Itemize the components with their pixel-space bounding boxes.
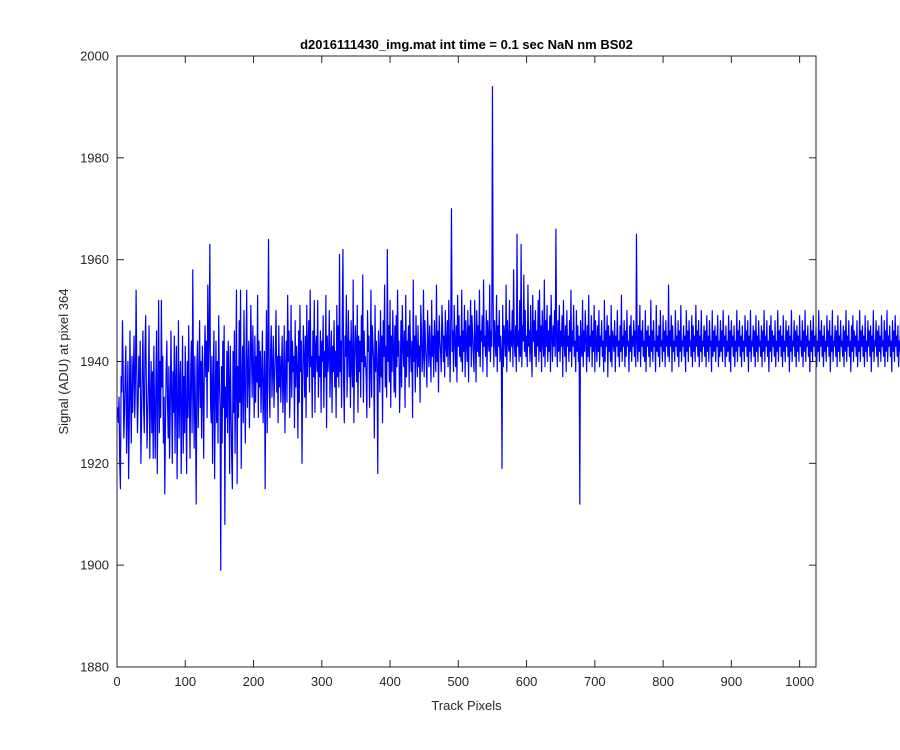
x-tick-label: 800 [652,674,674,689]
y-tick-label: 1900 [80,558,109,573]
x-tick-label: 700 [584,674,606,689]
y-tick-label: 1980 [80,150,109,165]
x-tick-label: 400 [379,674,401,689]
series-layer [117,85,900,571]
y-tick-label: 1880 [80,660,109,675]
x-tick-label: 500 [447,674,469,689]
x-axis-label: Track Pixels [431,698,502,713]
x-tick-label: 600 [516,674,538,689]
x-tick-label: 300 [311,674,333,689]
x-tick-label: 200 [243,674,265,689]
y-axis-label: Signal (ADU) at pixel 364 [56,289,71,435]
y-tick-label: 1920 [80,456,109,471]
x-tick-label: 900 [721,674,743,689]
axes-layer: 0 100 200 300 400 500 600 700 800 900 1000 1880 1900… [80,49,817,689]
series-line-0 [117,85,900,571]
chart-title: d2016111430_img.mat int time = 0.1 sec N… [300,37,633,52]
x-tick-label: 100 [174,674,196,689]
x-tick-label: 1000 [785,674,814,689]
y-tick-label: 2000 [80,49,109,64]
x-tick-label: 0 [113,674,120,689]
y-tick-label: 1940 [80,354,109,369]
y-tick-label: 1960 [80,252,109,267]
